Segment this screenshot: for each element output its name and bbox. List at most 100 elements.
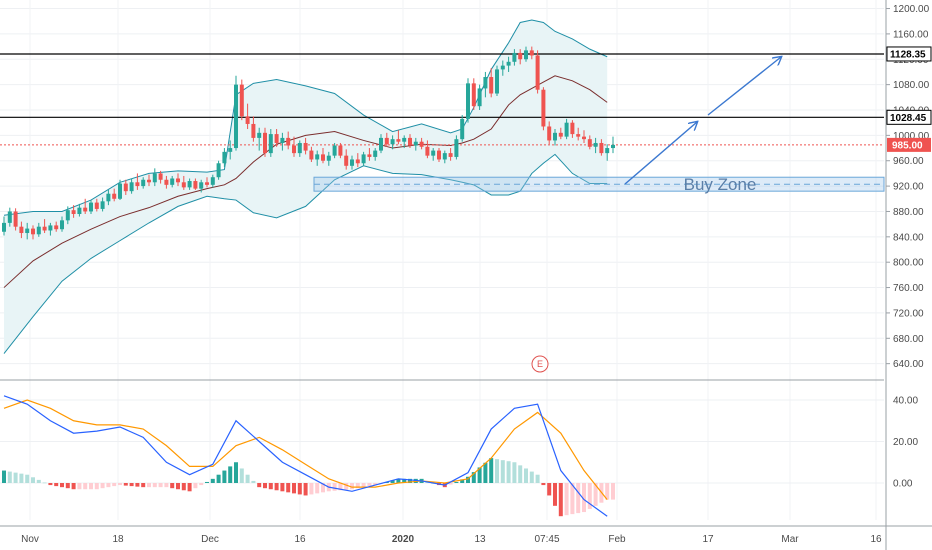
macd-histogram-bar (524, 468, 528, 483)
candle-body (431, 150, 436, 156)
candle-body (448, 153, 453, 157)
macd-histogram-bar (448, 483, 453, 485)
macd-histogram-bar (118, 483, 122, 486)
macd-histogram-bar (48, 483, 53, 486)
candle-body (361, 154, 366, 164)
macd-histogram-bar (263, 483, 267, 489)
macd-histogram-bar (570, 483, 575, 515)
macd-histogram-bar (547, 483, 552, 496)
macd-histogram-bar (576, 483, 581, 514)
macd-histogram-bar (71, 483, 76, 490)
candle-body (518, 52, 523, 60)
candle-body (71, 210, 76, 214)
candle-body (42, 226, 47, 231)
macd-histogram-bar (309, 483, 314, 495)
macd-histogram-bar (280, 483, 285, 492)
candle-body (54, 225, 59, 230)
macd-histogram-bar (112, 483, 117, 487)
macd-histogram-bar (216, 474, 221, 483)
price-tick-label: 680.00 (893, 334, 924, 345)
macd-histogram-bar (558, 483, 563, 517)
candle-body (454, 139, 459, 157)
candle-body (60, 220, 64, 230)
time-tick-label: 18 (112, 534, 124, 545)
macd-histogram-bar (106, 483, 111, 488)
projection-arrows (624, 57, 781, 185)
macd-histogram-bar (350, 483, 354, 490)
current-price-box (887, 137, 931, 152)
candle-body (315, 154, 320, 160)
macd-histogram-bar (529, 471, 534, 483)
candle-body (286, 137, 291, 146)
macd-histogram-bar (605, 483, 610, 500)
macd-histogram-bar (483, 462, 488, 483)
time-tick-label: 2020 (392, 534, 415, 545)
macd-histogram-bar (477, 467, 482, 483)
macd-histogram-bar (158, 483, 163, 488)
candle-body (332, 145, 337, 156)
event-marker[interactable]: E (531, 355, 549, 373)
time-tick-label: 13 (474, 534, 486, 545)
candle-body (605, 148, 610, 154)
candle-body (147, 179, 151, 183)
candle-body (582, 136, 586, 140)
macd-histogram-bar (274, 483, 279, 491)
event-marker-label: E (537, 359, 543, 369)
time-tick-label: Feb (608, 534, 626, 545)
candle-body (303, 142, 308, 151)
macd-histogram-bar (54, 483, 59, 487)
candle-body (367, 154, 372, 157)
price-tick-label: 720.00 (893, 308, 924, 319)
candle-body (396, 139, 401, 142)
candle-body (321, 154, 325, 161)
macd-histogram-bar (65, 483, 70, 489)
price-tick-label: 1000.00 (893, 131, 930, 142)
price-tick-label: 1080.00 (893, 80, 930, 91)
macd-histogram-bar (42, 482, 47, 484)
candle-body (135, 182, 140, 187)
macd-histogram-bar (454, 481, 459, 483)
macd-histogram-bar (518, 465, 523, 483)
macd-histogram-bar (176, 483, 180, 490)
macd-histogram-bar (292, 483, 296, 494)
candle-body (268, 134, 273, 154)
candle-body (483, 77, 488, 89)
candle-body (344, 155, 349, 166)
time-tick-label: 17 (702, 534, 714, 545)
current-price-label: 985.00 (892, 140, 923, 151)
candle-body (355, 159, 360, 164)
candle-body (25, 228, 30, 234)
price-tick-label: 640.00 (893, 359, 924, 370)
candle-body (112, 193, 117, 199)
candle-body (13, 211, 18, 227)
macd-histogram-bar (89, 483, 93, 490)
macd-histogram-bar (303, 483, 308, 496)
macd-histogram-bar (83, 483, 88, 490)
macd-tick-label: 0.00 (893, 479, 913, 490)
price-tick-label: 800.00 (893, 258, 924, 269)
time-tick-label: Nov (21, 534, 39, 545)
candle-body (338, 145, 343, 156)
candle-body (2, 222, 6, 232)
macd-histogram-bar (129, 483, 134, 487)
macd-histogram-bar (373, 483, 378, 486)
buy-zone-label: Buy Zone (684, 175, 757, 194)
time-tick-label: 16 (870, 534, 882, 545)
macd-histogram-bar (19, 473, 24, 483)
candle-body (471, 83, 476, 107)
time-tick-label: 16 (294, 534, 306, 545)
macd-histogram-bar (181, 483, 186, 491)
price-tick-label: 1160.00 (893, 29, 929, 40)
candle-body (164, 179, 169, 185)
macd-histogram-bar (268, 483, 273, 490)
macd-histogram-bar (257, 483, 262, 488)
macd-histogram-bar (152, 483, 157, 488)
macd-histogram-bar (564, 483, 569, 516)
macd-histogram-bar (500, 460, 505, 483)
candle-body (460, 118, 465, 140)
macd-histogram-bar (471, 472, 476, 483)
candle-body (500, 65, 505, 70)
candle-body (263, 132, 267, 154)
candle-body (466, 83, 470, 119)
macd-histogram-bar (460, 479, 465, 483)
